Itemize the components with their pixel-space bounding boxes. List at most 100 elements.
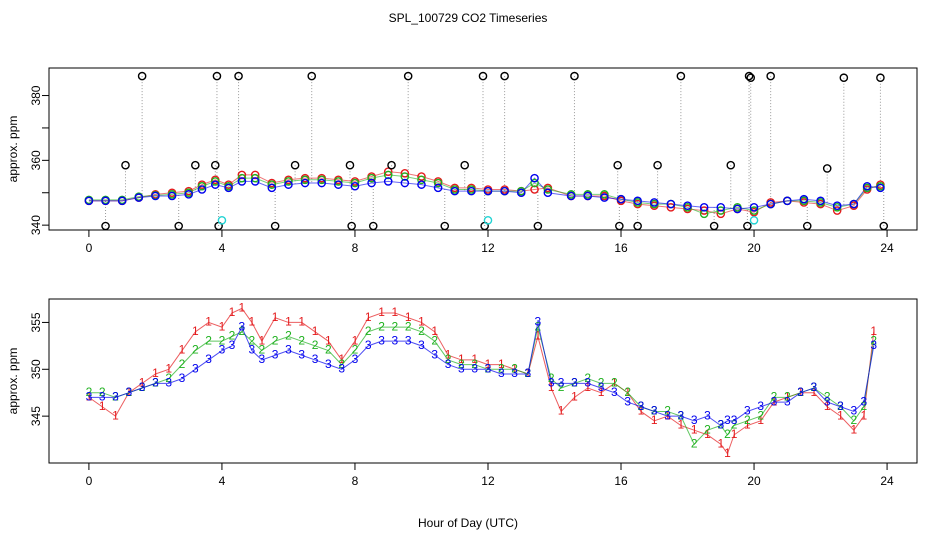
point-black (191, 160, 200, 170)
point-black (210, 160, 220, 170)
point-blue (832, 201, 842, 210)
point-label-2: 2 (704, 422, 711, 436)
point-label-1: 1 (485, 357, 492, 371)
point-black (347, 221, 356, 231)
point-label-2: 2 (731, 418, 738, 432)
point-label-2: 2 (558, 380, 565, 394)
point-label-1: 1 (431, 324, 438, 338)
point-label-3: 3 (548, 376, 555, 390)
point-label-1: 1 (392, 305, 399, 319)
point-black (345, 160, 355, 170)
point-label-3: 3 (584, 376, 591, 390)
point-cyan (217, 215, 227, 225)
point-label-2: 2 (338, 357, 345, 371)
point-label-3: 3 (338, 361, 345, 375)
point-blue (733, 204, 742, 214)
point-label-2: 2 (691, 436, 698, 450)
point-blue (250, 177, 260, 186)
point-label-3: 3 (352, 352, 359, 366)
x-tick-label: 4 (219, 241, 226, 255)
point-black (879, 221, 889, 231)
point-label-1: 1 (378, 305, 385, 319)
point-label-2: 2 (870, 333, 877, 347)
point-blue (649, 198, 659, 207)
point-green (699, 209, 709, 219)
point-label-1: 1 (125, 385, 132, 399)
x-tick-label: 8 (352, 474, 359, 488)
point-label-3: 3 (525, 366, 532, 380)
point-label-3: 3 (471, 361, 478, 375)
point-blue (84, 196, 94, 206)
point-label-2: 2 (312, 338, 319, 352)
point-label-2: 2 (548, 371, 555, 385)
point-blue (633, 196, 642, 206)
point-label-2: 2 (498, 361, 505, 375)
figure-title: SPL_100729 CO2 Timeseries (389, 11, 548, 25)
point-blue (267, 183, 277, 193)
point-blue (699, 203, 709, 212)
point-black (633, 221, 642, 231)
point-label-2: 2 (165, 371, 172, 385)
point-label-1: 1 (165, 361, 172, 375)
point-green (543, 185, 553, 194)
point-label-2: 2 (325, 343, 332, 357)
series-line-3 (88, 322, 875, 427)
point-black (500, 71, 509, 81)
point-label-3: 3 (717, 418, 724, 432)
point-label-3: 3 (624, 394, 631, 408)
point-blue (197, 185, 207, 194)
y-tick-label: 345 (29, 406, 43, 426)
point-label-3: 3 (664, 408, 671, 422)
plot-frame (48, 298, 918, 464)
point-label-2: 2 (205, 333, 212, 347)
point-label-1: 1 (797, 385, 804, 399)
point-green (317, 175, 327, 185)
point-label-3: 3 (860, 394, 867, 408)
point-black (478, 71, 488, 81)
point-green (197, 181, 207, 191)
point-label-2: 2 (784, 390, 791, 404)
point-label-2: 2 (152, 376, 159, 390)
point-label-3: 3 (691, 413, 698, 427)
point-label-2: 2 (511, 361, 518, 375)
point-black (403, 71, 413, 81)
point-label-3: 3 (797, 385, 804, 399)
x-tick-label: 0 (86, 474, 93, 488)
point-blue (210, 180, 220, 189)
point-label-1: 1 (445, 347, 452, 361)
point-label-2: 2 (485, 361, 492, 375)
point-label-3: 3 (870, 338, 877, 352)
point-blue (117, 196, 127, 206)
point-blue (516, 188, 526, 198)
point-label-3: 3 (724, 413, 731, 427)
point-label-3: 3 (784, 394, 791, 408)
point-label-2: 2 (445, 352, 452, 366)
point-black (307, 71, 317, 81)
point-blue (799, 194, 809, 204)
point-blue (566, 191, 576, 201)
point-label-1: 1 (498, 357, 505, 371)
point-black (101, 221, 110, 231)
x-tick-label: 12 (481, 474, 495, 488)
point-blue (583, 191, 593, 201)
point-label-2: 2 (139, 380, 146, 394)
point-label-1: 1 (325, 333, 332, 347)
point-black (368, 221, 378, 231)
point-black (570, 71, 579, 81)
point-blue (862, 181, 872, 191)
point-blue (782, 196, 792, 206)
point-label-1: 1 (535, 329, 542, 343)
point-blue (450, 186, 460, 196)
point-green (300, 175, 310, 185)
point-cyan (749, 215, 759, 225)
x-axis-label: Hour of Day (UTC) (418, 516, 518, 530)
point-blue (367, 178, 376, 188)
y-tick-label: 380 (29, 85, 43, 105)
point-label-2: 2 (392, 319, 399, 333)
point-label-3: 3 (458, 361, 465, 375)
point-blue (876, 183, 885, 193)
point-label-2: 2 (352, 343, 359, 357)
point-label-1: 1 (771, 394, 778, 408)
plot-frame (48, 67, 918, 231)
